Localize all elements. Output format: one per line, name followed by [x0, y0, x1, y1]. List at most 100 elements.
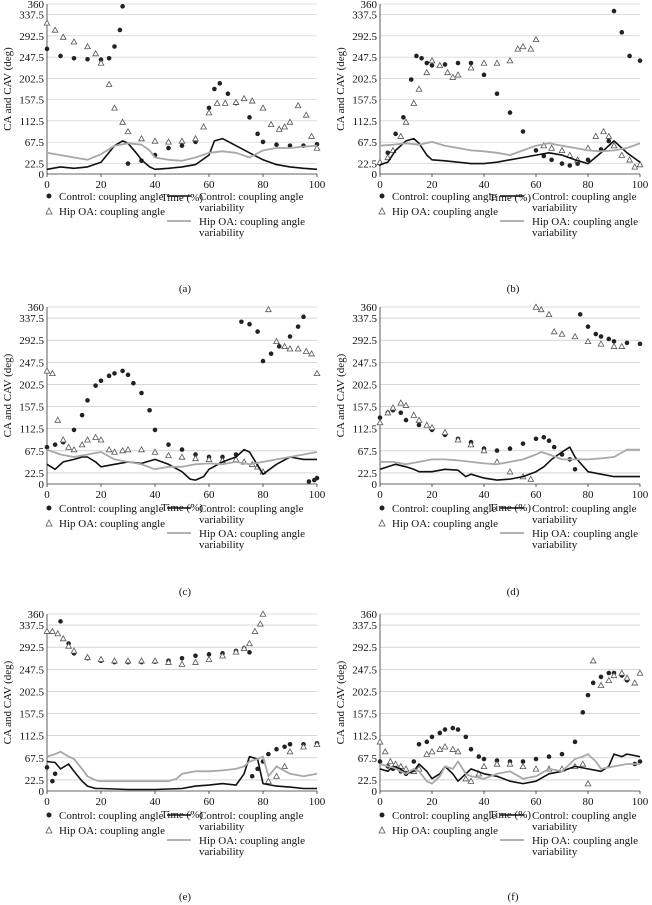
y-tick-label: 292.5: [352, 642, 377, 654]
y-tick-label: 0: [372, 169, 378, 181]
y-tick-label: 67.5: [358, 137, 378, 149]
hip-oa-ca-point: [467, 441, 475, 448]
control-ca-point: [411, 759, 417, 764]
hip-oa-ca-point: [232, 98, 240, 105]
hip-oa-ca-point: [589, 657, 597, 664]
control-ca-point: [287, 143, 293, 148]
legend-control-cav-label: Control: coupling angle: [199, 810, 304, 822]
control-ca-point: [120, 4, 125, 9]
hip-oa-ca-point: [389, 404, 397, 411]
panel-caption: (c): [179, 586, 192, 598]
hip-oa-ca-point: [376, 418, 384, 426]
y-tick-label: 292.5: [352, 31, 377, 43]
legend-hip-ca-marker: [45, 826, 53, 834]
hip-oa-ca-point: [192, 454, 199, 462]
control-ca-point: [455, 727, 461, 732]
legend-control-cav-label-2: variability: [532, 202, 578, 214]
hip-oa-ca-point: [527, 475, 535, 482]
legend-hip-ca-marker: [378, 826, 386, 834]
legend-hip-ca-label: Hip OA: coupling angle: [392, 518, 498, 530]
control-ca-point: [166, 442, 171, 447]
legend-hip-ca-label: Hip OA: coupling angle: [392, 206, 498, 218]
hip-oa-ca-point: [54, 630, 62, 637]
hip-oa-ca-point: [264, 777, 272, 784]
control-ca-point: [598, 674, 604, 680]
hip-oa-ca-point: [506, 760, 514, 767]
hip-oa-ca-point: [221, 99, 229, 106]
hip-oa-ca-point: [313, 369, 321, 377]
control-ca-point: [403, 417, 409, 423]
x-tick-label: 20: [96, 179, 108, 191]
hip-oa-ca-point: [178, 660, 186, 667]
control-ca-point: [393, 131, 398, 137]
x-tick-label: 100: [309, 796, 326, 808]
control-ca-point: [52, 771, 58, 777]
hip-oa-ca-point: [200, 123, 208, 130]
control-ca-point: [416, 741, 422, 747]
hip-oa-ca-point: [92, 49, 100, 57]
panel-e: 022.567.5112.5157.5202.5247.5292.5337.53…: [2, 609, 326, 903]
x-tick-label: 0: [44, 179, 50, 191]
y-tick-label: 337.5: [19, 313, 44, 325]
control-ca-point: [93, 383, 98, 388]
y-tick-label: 112.5: [20, 731, 45, 743]
control-ca-point: [398, 410, 404, 416]
x-tick-label: 80: [583, 179, 595, 191]
x-tick-label: 60: [204, 179, 216, 191]
panel-d: 022.567.5112.5157.5202.5247.5292.5337.53…: [335, 302, 649, 598]
legend-hip-cav-label-2: variability: [532, 846, 578, 858]
control-ca-point: [414, 53, 419, 59]
control-ca-point: [507, 446, 513, 451]
hip-oa-ca-point: [493, 59, 501, 66]
control-cav-line: [46, 755, 317, 791]
hip-oa-ca-point: [558, 146, 566, 154]
hip-oa-ca-point: [532, 303, 540, 310]
panel-caption: (d): [507, 586, 520, 598]
y-tick-label: 112.5: [353, 116, 378, 128]
control-ca-point: [533, 148, 539, 153]
control-ca-point: [58, 619, 63, 624]
y-tick-label: 0: [39, 169, 45, 181]
legend-control-cav-label-2: variability: [532, 514, 578, 526]
y-tick-label: 292.5: [19, 31, 44, 43]
hip-oa-ca-point: [626, 156, 634, 163]
legend-hip-ca-label: Hip OA: coupling angle: [59, 518, 165, 530]
control-ca-point: [179, 655, 185, 661]
hip-oa-ca-point: [506, 468, 514, 475]
y-tick-label: 157.5: [19, 402, 44, 414]
x-tick-label: 60: [531, 179, 543, 191]
control-ca-point: [125, 372, 131, 378]
legend-control-cav-label-2: variability: [199, 202, 245, 214]
hip-oa-ca-point: [294, 101, 302, 109]
hip-oa-ca-point: [84, 653, 91, 660]
control-ca-point: [131, 380, 136, 386]
hip-oa-ca-point: [493, 760, 501, 767]
y-tick-label: 202.5: [19, 379, 44, 391]
hip-oa-ca-point: [423, 750, 431, 757]
control-ca-point: [637, 58, 643, 63]
y-tick-label: 0: [372, 786, 378, 798]
legend-hip-ca-marker: [378, 519, 386, 527]
hip-oa-ca-point: [251, 627, 259, 634]
hip-oa-ca-point: [410, 411, 418, 418]
control-ca-point: [147, 407, 152, 413]
control-ca-point: [225, 91, 231, 97]
hip-oa-ca-point: [384, 153, 392, 161]
control-ca-point: [206, 105, 212, 111]
y-tick-label: 112.5: [20, 424, 45, 436]
control-ca-point: [71, 427, 77, 433]
hip-oa-ca-point: [623, 674, 631, 681]
control-ca-point: [580, 710, 586, 715]
hip-oa-ca-point: [281, 762, 289, 770]
hip-oa-ca-point: [219, 652, 226, 659]
y-tick-label: 22.5: [25, 158, 45, 170]
x-tick-label: 0: [377, 796, 383, 808]
panel-f: 022.567.5112.5157.5202.5247.5292.5337.53…: [335, 609, 649, 903]
control-ca-point: [624, 340, 630, 346]
control-ca-point: [266, 751, 271, 757]
control-ca-point: [179, 143, 185, 148]
y-axis-label: CA and CAV (deg): [2, 47, 14, 131]
hip-oa-ca-point: [48, 627, 56, 634]
control-ca-point: [424, 60, 430, 66]
control-ca-point: [112, 371, 117, 376]
